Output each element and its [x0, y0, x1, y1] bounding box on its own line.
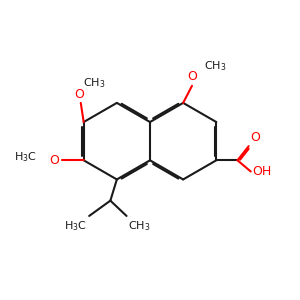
- Text: O: O: [250, 131, 260, 144]
- Text: CH$_3$: CH$_3$: [128, 220, 151, 233]
- Text: H$_3$C: H$_3$C: [14, 151, 37, 164]
- Text: O: O: [50, 154, 59, 167]
- Text: OH: OH: [252, 165, 271, 178]
- Text: CH$_3$: CH$_3$: [83, 76, 106, 90]
- Text: CH$_3$: CH$_3$: [204, 60, 227, 74]
- Text: O: O: [187, 70, 197, 83]
- Text: O: O: [74, 88, 84, 100]
- Text: H$_3$C: H$_3$C: [64, 220, 87, 233]
